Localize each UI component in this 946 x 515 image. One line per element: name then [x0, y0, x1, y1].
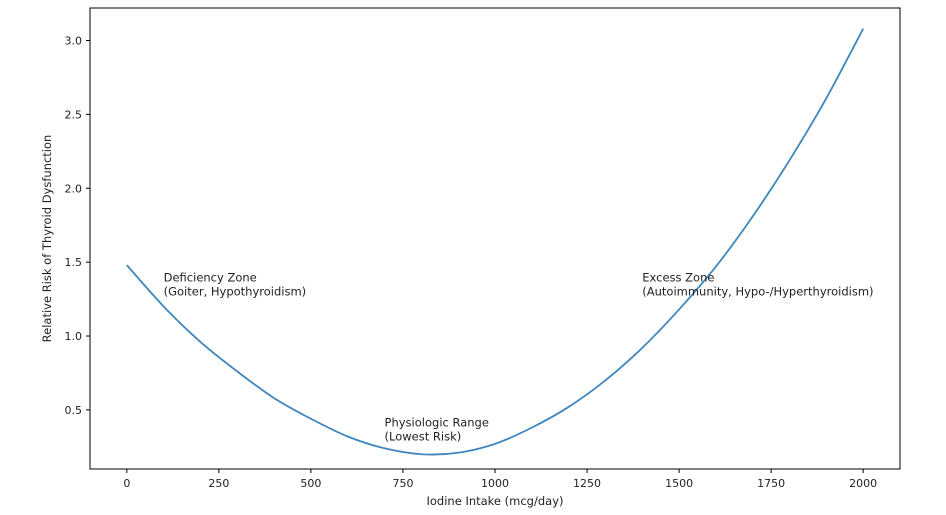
x-tick-label: 0 — [123, 477, 130, 490]
series-line — [126, 28, 864, 456]
y-tick-label: 1.5 — [65, 256, 83, 269]
y-tick-label: 1.0 — [65, 330, 83, 343]
y-tick-label: 2.0 — [65, 182, 83, 195]
annotation: Deficiency Zone (Goiter, Hypothyroidism) — [164, 271, 307, 299]
y-tick-label: 2.5 — [65, 108, 83, 121]
x-tick-label: 500 — [300, 477, 321, 490]
y-axis-label: Relative Risk of Thyroid Dysfunction — [40, 135, 54, 343]
y-axis-ticks: 0.5 1.0 1.5 2.0 2.5 3.0 — [65, 35, 90, 417]
annotation: Physiologic Range (Lowest Risk) — [385, 415, 489, 443]
x-axis-ticks: 0 250 500 750 1000 1250 1500 1750 2000 — [123, 469, 877, 490]
x-tick-label: 750 — [392, 477, 413, 490]
x-tick-label: 1500 — [665, 477, 693, 490]
x-tick-label: 1750 — [757, 477, 785, 490]
x-tick-label: 1250 — [573, 477, 601, 490]
x-axis-label: Iodine Intake (mcg/day) — [427, 494, 564, 508]
plot-area — [89, 7, 901, 470]
y-tick-label: 3.0 — [65, 35, 83, 48]
annotation: Excess Zone (Autoimmunity, Hypo-/Hyperthy… — [642, 271, 873, 299]
annotations: Deficiency Zone (Goiter, Hypothyroidism) P… — [164, 271, 874, 444]
x-tick-label: 2000 — [849, 477, 877, 490]
x-tick-label: 1000 — [481, 477, 509, 490]
y-tick-label: 0.5 — [65, 404, 83, 417]
series-group — [126, 28, 864, 456]
x-tick-label: 250 — [208, 477, 229, 490]
